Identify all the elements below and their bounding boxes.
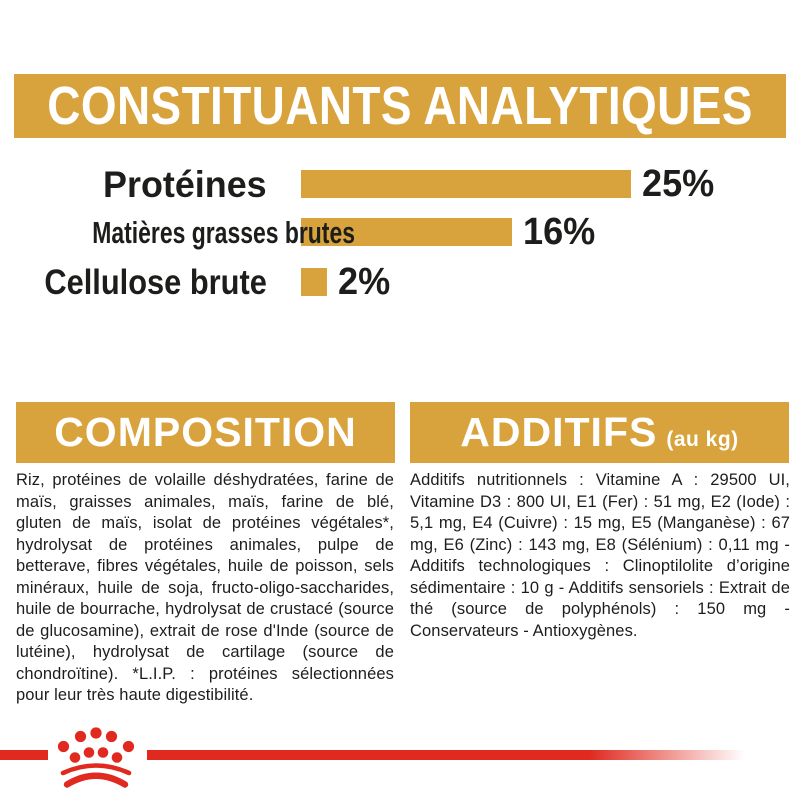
chart-bar-cellulose [301, 268, 327, 296]
composition-body: Riz, protéines de volaille déshydratées,… [16, 471, 394, 704]
analytical-constituents-banner: CONSTITUANTS ANALYTIQUES [14, 74, 786, 138]
chart-value-label: 25% [642, 163, 715, 205]
additifs-title: ADDITIFS [460, 409, 658, 455]
additifs-body: Additifs nutritionnels : Vitamine A : 29… [410, 471, 790, 640]
composition-title: COMPOSITION [54, 409, 357, 455]
chart-value-label: 2% [338, 261, 391, 303]
chart-bar-matieres-grasses [301, 218, 512, 246]
composition-header: COMPOSITION [16, 402, 395, 463]
chart-row-label: Cellulose brute [44, 262, 267, 302]
chart-value-label: 16% [523, 211, 596, 253]
additifs-title-suffix: (au kg) [666, 428, 739, 451]
footer-rule-right [147, 750, 745, 760]
banner-title: CONSTITUANTS ANALYTIQUES [47, 76, 753, 136]
chart-row: Protéines 25% [0, 165, 780, 203]
chart-row: Matières grasses brutes 16% [0, 213, 780, 251]
footer-rule-left [0, 750, 48, 760]
chart-bar-proteines [301, 170, 631, 198]
additifs-header: ADDITIFS (au kg) [410, 402, 789, 463]
chart-row-label: Protéines [103, 163, 267, 205]
royal-canin-crown-logo [57, 727, 135, 788]
chart-row: Cellulose brute 2% [0, 262, 780, 302]
chart-row-label: Matières grasses brutes [92, 214, 355, 250]
